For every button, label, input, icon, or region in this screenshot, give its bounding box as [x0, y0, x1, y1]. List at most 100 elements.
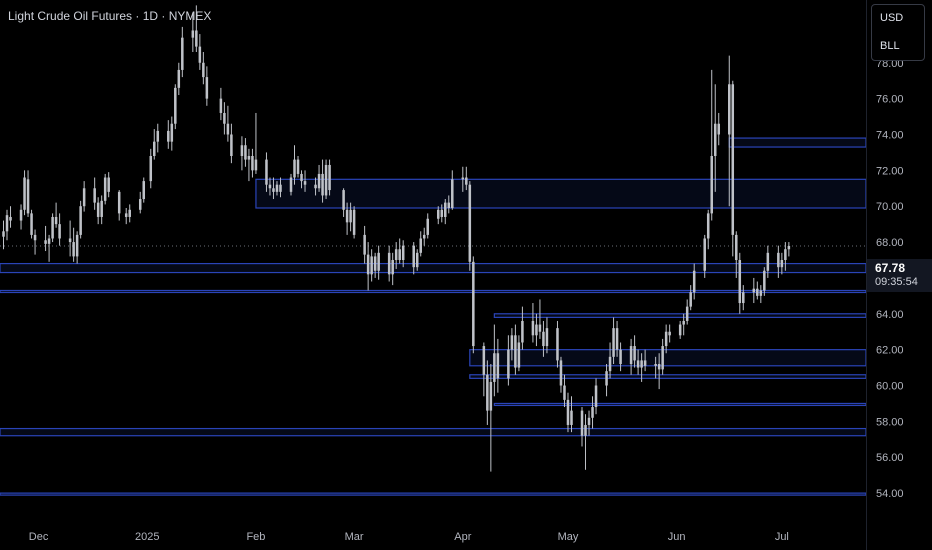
candle-body-47	[247, 156, 251, 160]
candle-body-45	[240, 145, 244, 156]
candle-body-146	[738, 260, 742, 304]
candle-body-30	[156, 130, 160, 142]
candle-body-113	[580, 410, 584, 436]
candle-body-129	[657, 364, 661, 370]
candle-body-1	[5, 215, 9, 232]
candle-body-87	[447, 202, 451, 208]
candle-body-24	[124, 213, 128, 217]
currency-label[interactable]: USD	[880, 12, 904, 24]
y-tick-label-4: 72.00	[876, 165, 904, 177]
candle-body-89	[461, 177, 465, 180]
candle-body-139	[706, 213, 710, 239]
candle-body-74	[387, 252, 391, 275]
candle-body-120	[612, 328, 615, 357]
candle-body-61	[317, 173, 321, 189]
candle-body-32	[170, 123, 174, 142]
candle-body-5	[26, 179, 30, 214]
candle-body-18	[93, 188, 96, 203]
candle-body-98	[507, 349, 510, 379]
candle-body-33	[174, 87, 177, 124]
candle-body-71	[370, 256, 373, 275]
candle-body-75	[391, 260, 394, 275]
candle-body-4	[23, 177, 26, 210]
candle-body-50	[265, 159, 268, 185]
candle-body-132	[668, 331, 671, 336]
candle-body-127	[643, 360, 647, 366]
candle-body-112	[570, 410, 573, 425]
x-tick-label-0: Dec	[29, 531, 49, 543]
candle-body-153	[777, 252, 780, 268]
candle-body-95	[489, 381, 493, 411]
candle-body-148	[752, 288, 756, 293]
candle-body-144	[731, 84, 735, 235]
candle-body-123	[629, 346, 633, 364]
candle-body-97	[496, 353, 500, 379]
unit-label[interactable]: BLL	[880, 40, 900, 52]
candle-body-92	[472, 261, 475, 347]
candle-body-152	[766, 252, 770, 271]
candle-body-43	[226, 123, 230, 135]
candle-body-81	[419, 238, 422, 253]
candle-body-128	[654, 364, 657, 366]
candle-body-17	[82, 188, 86, 207]
candle-body-2	[9, 216, 12, 221]
candle-body-26	[138, 199, 142, 210]
candle-body-52	[272, 188, 275, 192]
candle-body-91	[468, 184, 472, 262]
candle-body-140	[710, 156, 713, 214]
candle-body-55	[289, 177, 293, 192]
candle-body-96	[493, 353, 496, 382]
candle-body-51	[268, 184, 272, 189]
candle-body-149	[756, 288, 759, 296]
currency-unit-selector[interactable]: USD BLL	[871, 4, 925, 61]
candle-body-83	[426, 218, 430, 235]
candle-body-82	[422, 234, 426, 239]
sr-zone-1	[728, 137, 867, 148]
y-tick-label-13: 54.00	[876, 488, 904, 500]
candle-body-58	[300, 173, 303, 182]
candle-body-19	[96, 202, 100, 217]
sr-zone-0	[255, 178, 867, 209]
candle-body-15	[75, 234, 79, 257]
candle-body-150	[759, 290, 763, 296]
candle-body-23	[117, 191, 121, 214]
candle-body-39	[202, 62, 205, 78]
candle-body-131	[664, 331, 668, 347]
candle-body-133	[678, 324, 682, 336]
candle-body-116	[591, 407, 594, 418]
candle-body-118	[605, 371, 608, 386]
candle-body-103	[531, 320, 535, 336]
candle-body-124	[633, 346, 636, 361]
candle-body-121	[615, 328, 619, 350]
candle-body-86	[444, 202, 447, 217]
candle-body-156	[787, 246, 791, 250]
candle-body-147	[742, 292, 745, 304]
x-tick-label-5: May	[558, 531, 579, 543]
candle-body-69	[363, 234, 366, 255]
candle-body-138	[703, 238, 706, 271]
candle-body-99	[510, 335, 514, 350]
y-tick-label-8: 64.00	[876, 309, 904, 321]
candle-body-12	[58, 224, 61, 239]
candle-body-78	[401, 245, 405, 260]
candle-body-6	[30, 213, 33, 235]
candle-body-49	[254, 159, 258, 171]
candle-body-48	[251, 156, 254, 171]
candle-body-13	[68, 238, 72, 243]
candle-body-65	[342, 190, 345, 210]
candle-body-8	[44, 240, 47, 244]
sr-zone-8	[0, 427, 867, 437]
candle-body-11	[54, 216, 58, 225]
candle-body-34	[177, 69, 181, 88]
candle-body-29	[153, 141, 156, 156]
candle-body-44	[230, 134, 233, 156]
candle-body-46	[244, 145, 247, 160]
candle-body-130	[661, 346, 664, 370]
candle-body-38	[198, 46, 202, 63]
candle-body-136	[689, 292, 692, 307]
candle-body-84	[436, 209, 440, 219]
sr-zone-3	[0, 289, 867, 294]
candle-body-41	[219, 98, 223, 113]
candle-body-62	[321, 173, 324, 196]
